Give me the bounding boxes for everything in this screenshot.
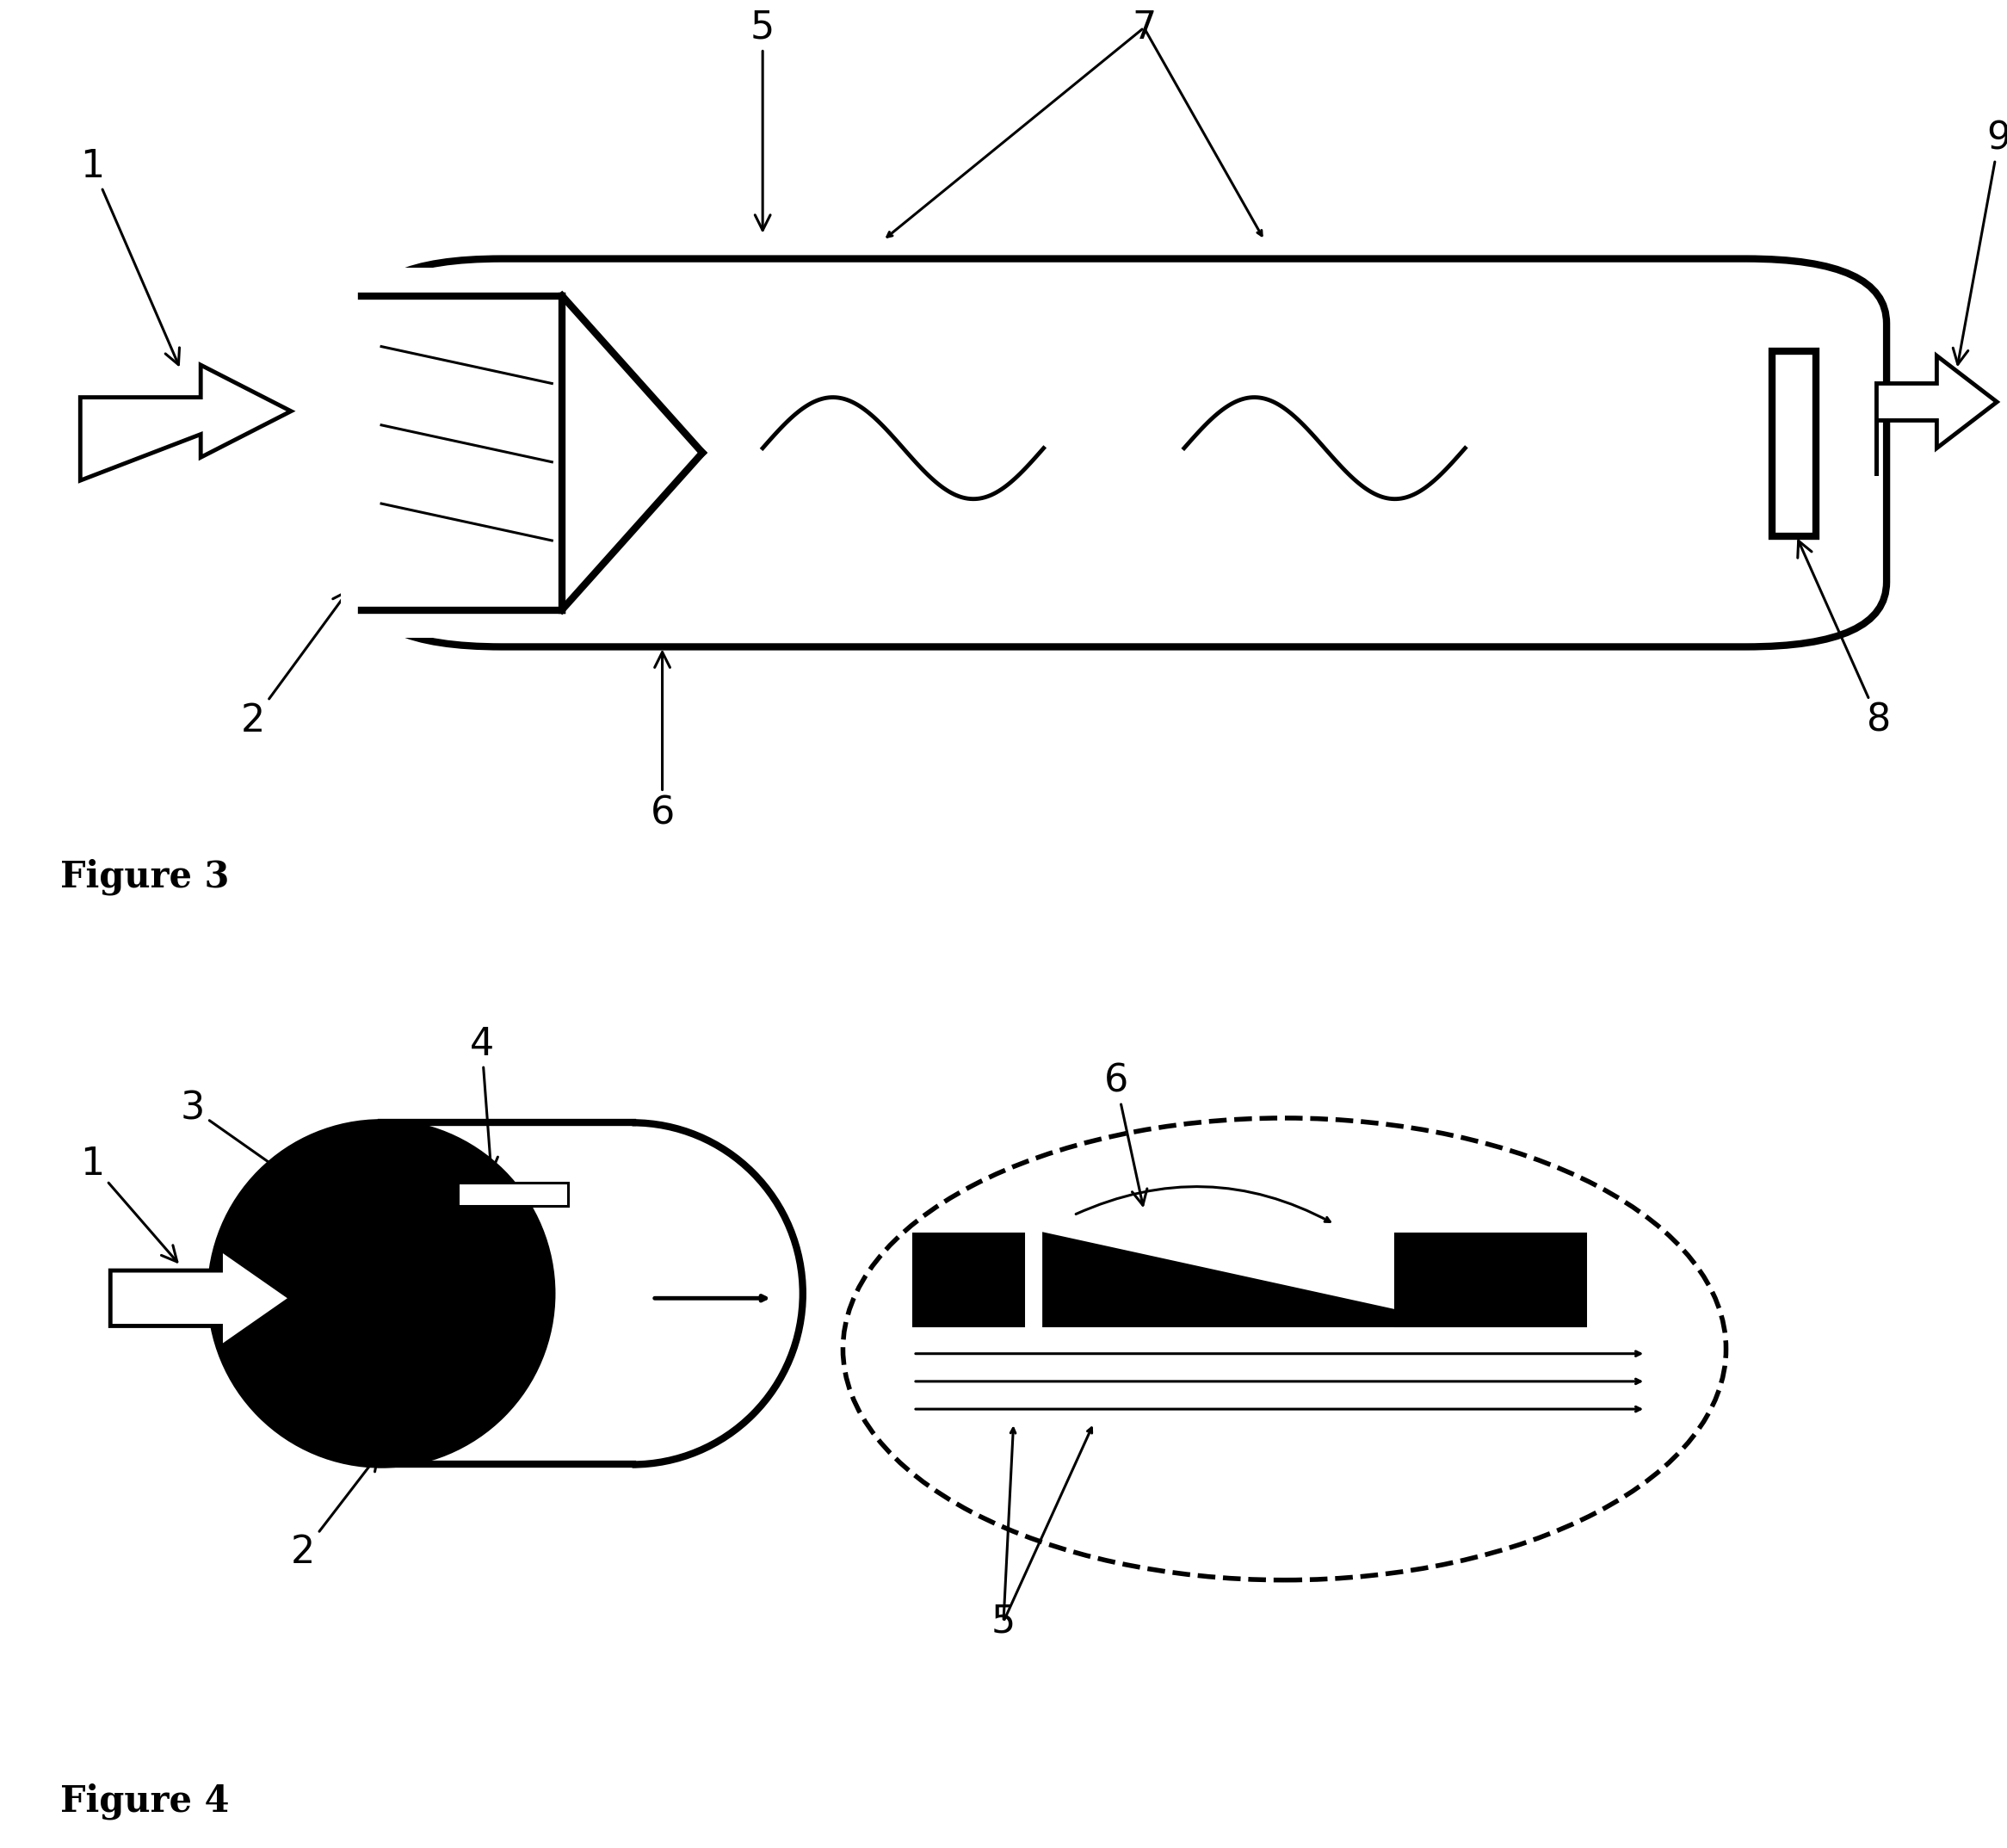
Text: 4: 4	[470, 1026, 498, 1173]
Text: 3: 3	[181, 1090, 307, 1188]
Bar	[1770, 360, 1818, 527]
Bar	[458, 1183, 568, 1205]
Text: 2: 2	[241, 591, 347, 739]
Ellipse shape	[211, 1122, 552, 1464]
Text: 6: 6	[650, 652, 674, 832]
Bar	[1395, 1234, 1586, 1327]
Bar	[1772, 351, 1816, 536]
Polygon shape	[110, 1249, 291, 1347]
Text: 7: 7	[1132, 9, 1156, 46]
Polygon shape	[1044, 1234, 1465, 1327]
Text: 1: 1	[80, 148, 179, 364]
Text: 8: 8	[1798, 541, 1891, 739]
FancyBboxPatch shape	[361, 259, 1887, 647]
Text: 1: 1	[80, 1146, 177, 1262]
Polygon shape	[80, 366, 291, 480]
Text: 5: 5	[991, 1602, 1016, 1641]
Ellipse shape	[843, 1118, 1726, 1580]
Text: 6: 6	[1104, 1063, 1148, 1205]
Text: Figure 3: Figure 3	[60, 859, 229, 894]
Polygon shape	[1877, 355, 1997, 475]
Text: Figure 4: Figure 4	[60, 1783, 229, 1818]
Text: 5: 5	[751, 9, 775, 231]
Text: 9: 9	[1953, 120, 2007, 364]
Polygon shape	[381, 1124, 632, 1464]
Text: 2: 2	[291, 1454, 377, 1571]
Polygon shape	[341, 268, 562, 638]
Bar	[913, 1234, 1024, 1327]
